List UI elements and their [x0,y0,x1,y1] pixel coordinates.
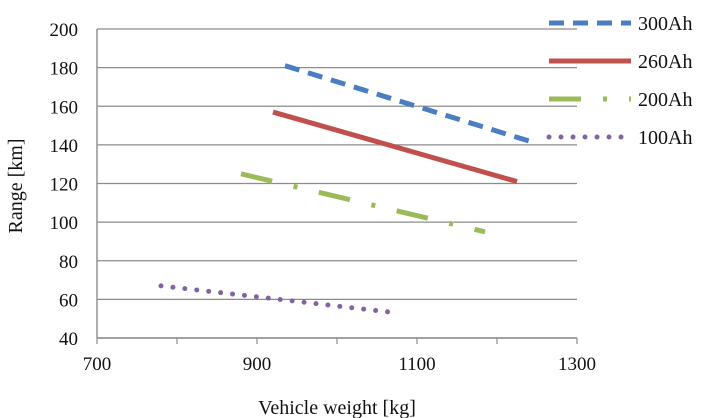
x-tick-label: 1100 [398,354,435,375]
y-tick-label: 200 [50,20,79,41]
x-axis-title: Vehicle weight [kg] [258,397,416,418]
y-tick-label: 80 [59,252,78,273]
series-line-100ah [158,283,400,316]
legend-label: 100Ah [638,127,692,149]
y-tick-label: 140 [50,136,79,157]
y-tick-label: 100 [50,213,79,234]
series-line-200ah [240,171,486,235]
legend-label: 200Ah [638,89,692,111]
legend: 300Ah 260Ah 200Ah 100Ah [546,13,692,149]
legend-label: 260Ah [638,51,692,73]
y-tick-label: 40 [59,329,78,350]
x-tick-label: 700 [83,354,112,375]
y-tick-label: 120 [50,175,79,196]
series-layer [158,63,530,316]
y-tick-label: 60 [59,290,78,311]
series-line-300ah [284,63,530,144]
axes [96,29,578,344]
x-tick-label: 1300 [558,354,596,375]
x-tick-label: 900 [243,354,272,375]
legend-label: 300Ah [638,13,692,35]
y-tick-label: 160 [50,97,79,118]
series-line-260ah [272,109,518,184]
y-tick-label: 180 [50,59,79,80]
grid [97,28,577,339]
y-axis-title: Range [km] [5,139,27,234]
